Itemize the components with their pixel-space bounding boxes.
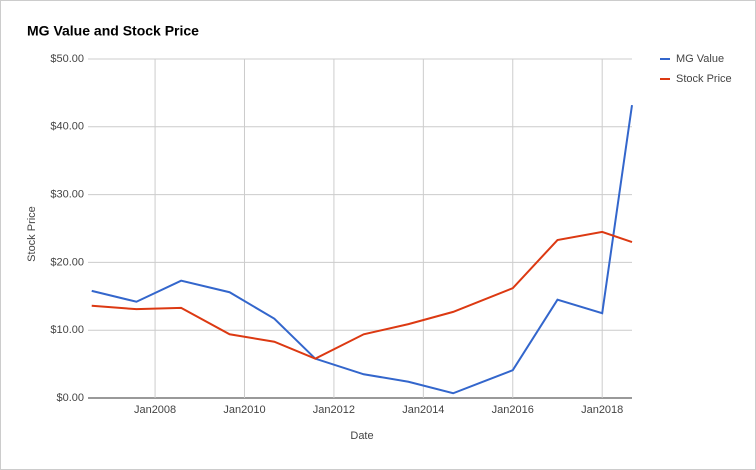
y-tick-label: $10.00 <box>50 324 84 336</box>
y-tick-label: $50.00 <box>50 53 84 65</box>
chart-title: MG Value and Stock Price <box>27 23 199 39</box>
y-tick-label: $0.00 <box>56 392 84 404</box>
x-tick-label: Jan2008 <box>134 404 176 416</box>
x-tick-label: Jan2018 <box>581 404 623 416</box>
x-tick-label: Jan2014 <box>402 404 444 416</box>
y-tick-label: $20.00 <box>50 256 84 268</box>
data-line <box>91 104 633 395</box>
x-axis-title: Date <box>350 430 373 442</box>
legend-label: MG Value <box>676 53 724 65</box>
legend-label: Stock Price <box>676 73 732 85</box>
x-tick-label: Jan2016 <box>492 404 534 416</box>
y-tick-label: $30.00 <box>50 189 84 201</box>
y-axis-title: Stock Price <box>26 206 38 262</box>
x-tick-label: Jan2010 <box>223 404 265 416</box>
x-tick-label: Jan2012 <box>313 404 355 416</box>
data-line <box>91 230 633 360</box>
y-tick-label: $40.00 <box>50 121 84 133</box>
